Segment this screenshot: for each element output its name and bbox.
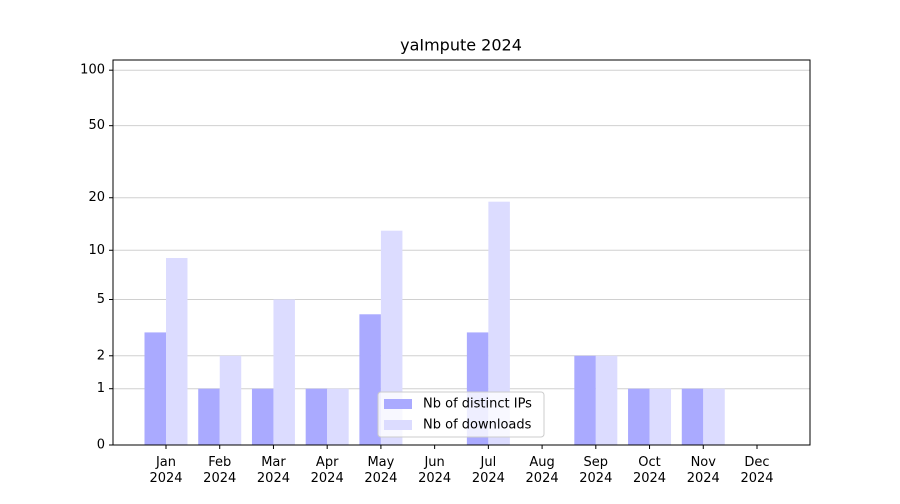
- x-tick-label: May 2024: [364, 455, 397, 486]
- x-tick-label-line: Dec: [744, 455, 769, 470]
- y-tick-label: 2: [97, 348, 105, 363]
- x-tick-label: Jan 2024: [149, 455, 182, 486]
- y-tick-label: 20: [88, 190, 105, 205]
- bar: [166, 257, 188, 445]
- x-tick-label: Apr 2024: [311, 455, 344, 486]
- x-tick-label-line: Oct: [638, 455, 660, 470]
- bar: [359, 314, 381, 445]
- x-tick-label-line: 2024: [526, 471, 559, 486]
- bar: [595, 355, 618, 445]
- x-tick-label-line: Aug: [529, 455, 554, 470]
- y-tick-label: 1: [97, 381, 105, 396]
- legend: Nb of distinct IPs Nb of downloads: [377, 391, 545, 438]
- x-tick-label-line: Jan: [155, 455, 176, 470]
- x-tick-label-line: Nov: [691, 455, 717, 470]
- bar: [327, 388, 349, 445]
- legend-box: [377, 391, 545, 438]
- x-tick-label-line: 2024: [472, 471, 505, 486]
- x-tick-label-line: 2024: [311, 471, 344, 486]
- bar: [219, 355, 242, 445]
- x-tick-label: Oct 2024: [633, 455, 666, 486]
- bar: [273, 299, 295, 445]
- x-tick-label-line: Apr: [316, 455, 339, 470]
- x-tick-label-line: Sep: [584, 455, 609, 470]
- y-tick-label: 50: [88, 118, 105, 133]
- x-tick-label: Mar 2024: [257, 455, 290, 486]
- y-tick-label: 5: [97, 292, 105, 307]
- y-tick-label: 100: [80, 63, 105, 78]
- bar: [488, 201, 510, 445]
- bar: [380, 230, 403, 445]
- x-tick-label-line: 2024: [257, 471, 290, 486]
- x-tick-label: Sep 2024: [579, 455, 612, 486]
- x-tick-label: Dec 2024: [740, 455, 773, 486]
- x-tick-label-line: May: [367, 455, 394, 470]
- x-tick-label-line: Jul: [480, 455, 497, 470]
- y-tick-label: 0: [97, 438, 105, 453]
- bar: [649, 388, 672, 445]
- x-tick-label-line: 2024: [149, 471, 182, 486]
- x-tick-label: Jun 2024: [418, 455, 451, 486]
- x-tick-label-line: 2024: [633, 471, 666, 486]
- x-tick-label: Feb 2024: [203, 455, 236, 486]
- bar: [574, 355, 596, 445]
- y-tick-label: 10: [88, 243, 105, 258]
- bar: [681, 388, 704, 445]
- bar: [628, 388, 650, 445]
- bar: [251, 388, 274, 445]
- x-tick-label-line: Mar: [261, 455, 286, 470]
- x-tick-label-line: Jun: [423, 455, 444, 470]
- x-tick-label: Nov 2024: [687, 455, 720, 486]
- x-tick-label-line: 2024: [364, 471, 397, 486]
- x-tick-label-line: 2024: [687, 471, 720, 486]
- bar: [198, 388, 220, 445]
- chart-title: yaImpute 2024: [400, 36, 522, 55]
- bar: [703, 388, 725, 445]
- x-tick-label-line: 2024: [203, 471, 236, 486]
- plot-frame: [112, 59, 811, 446]
- x-tick-label-line: 2024: [740, 471, 773, 486]
- x-tick-label-line: 2024: [418, 471, 451, 486]
- x-tick-label-line: Feb: [208, 455, 231, 470]
- legend-swatch: [384, 399, 412, 409]
- x-tick-label-line: 2024: [579, 471, 612, 486]
- legend-label: Nb of distinct IPs: [423, 397, 532, 412]
- legend-label: Nb of downloads: [423, 418, 532, 433]
- x-tick-label: Jul 2024: [472, 455, 505, 486]
- bar: [144, 332, 166, 445]
- legend-swatch: [384, 420, 412, 430]
- x-tick-label: Aug 2024: [526, 455, 559, 486]
- bar: [305, 388, 328, 445]
